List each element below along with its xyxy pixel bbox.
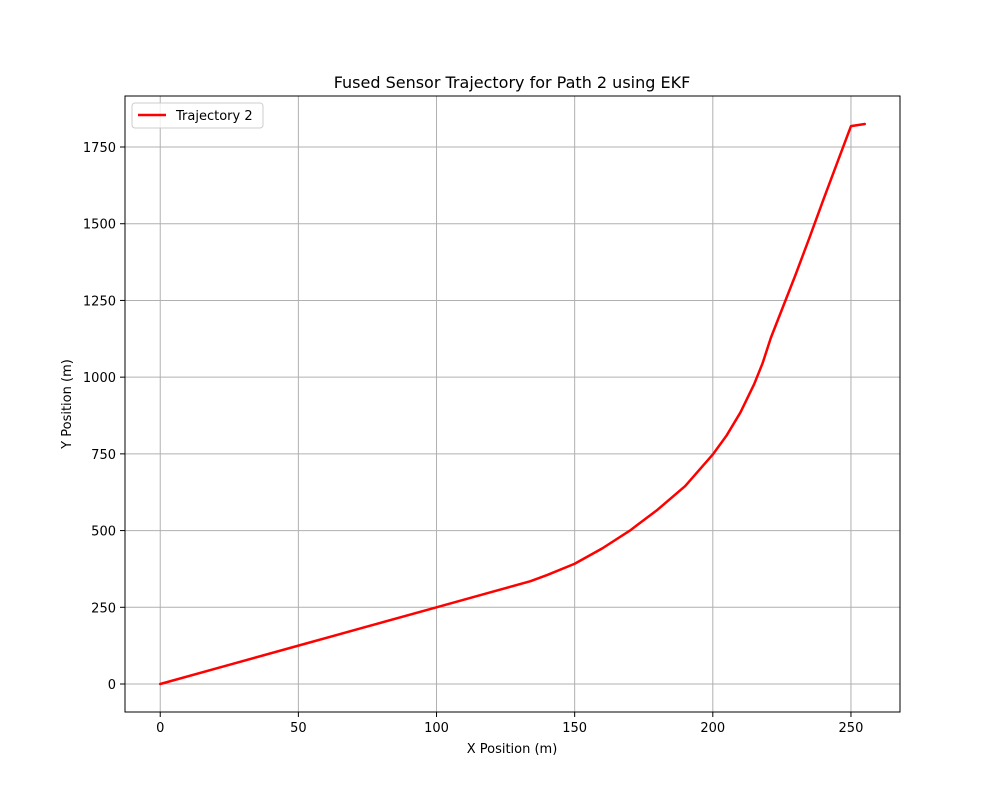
y-tick-label: 1500: [83, 218, 116, 233]
x-axis-label: X Position (m): [467, 742, 558, 757]
plot-frame: [124, 95, 901, 713]
y-tick-label: 1000: [83, 371, 116, 386]
x-axis-ticks: 0 50 100 150 200 250: [156, 712, 863, 736]
x-tick-label: 150: [562, 721, 587, 736]
x-tick-label: 100: [424, 721, 449, 736]
series-layer: [158, 122, 867, 686]
y-tick-label: 1250: [83, 294, 116, 309]
legend-label-trajectory-2: Trajectory 2: [175, 109, 253, 124]
y-axis-label: Y Position (m): [60, 359, 75, 450]
chart-title: Fused Sensor Trajectory for Path 2 using…: [334, 73, 691, 92]
grid: [125, 96, 900, 712]
legend-box: [131, 102, 264, 129]
x-tick-label: 50: [290, 721, 307, 736]
y-axis-ticks: 0 250 500 750 1000 1250 1500 1750: [83, 141, 125, 693]
series-line-trajectory-2: [158, 122, 867, 686]
y-tick-label: 500: [91, 525, 116, 540]
y-tick-label: 250: [91, 601, 116, 616]
x-tick-label: 200: [700, 721, 725, 736]
y-tick-label: 750: [91, 448, 116, 463]
legend: Trajectory 2: [131, 102, 264, 129]
y-tick-label: 1750: [83, 141, 116, 156]
x-tick-label: 250: [839, 721, 864, 736]
y-tick-label: 0: [108, 678, 116, 693]
x-tick-label: 0: [156, 721, 164, 736]
